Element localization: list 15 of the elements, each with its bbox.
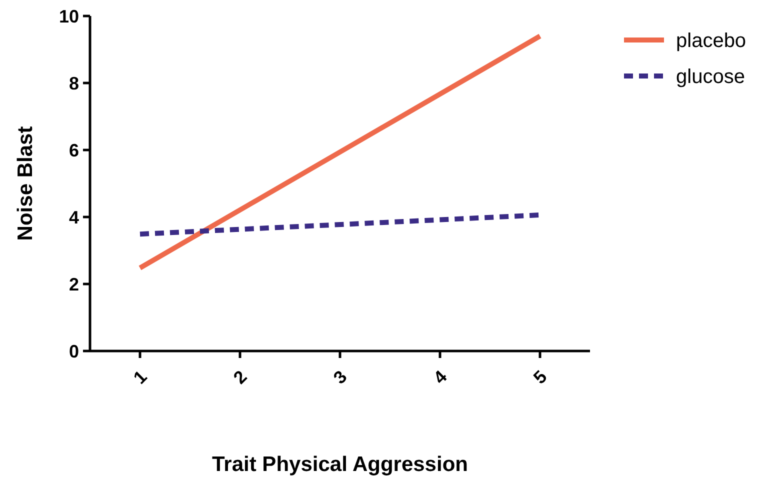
y-tick-label: 8 bbox=[68, 73, 79, 94]
x-tick-label: 1 bbox=[130, 366, 151, 388]
y-tick-label: 0 bbox=[68, 341, 79, 362]
x-tick-label: 2 bbox=[230, 366, 251, 388]
y-axis-title: Noise Blast bbox=[14, 126, 37, 241]
y-tick-label: 10 bbox=[58, 6, 79, 26]
y-tick-label: 2 bbox=[68, 274, 79, 294]
legend-label: glucose bbox=[676, 66, 745, 88]
y-tick-label: 4 bbox=[68, 207, 79, 228]
y-tick-label: 6 bbox=[68, 140, 79, 160]
x-tick-label: 3 bbox=[330, 366, 351, 388]
legend-label: placebo bbox=[676, 30, 746, 52]
x-tick-label: 5 bbox=[530, 366, 551, 388]
x-axis-title: Trait Physical Aggression bbox=[212, 453, 468, 476]
x-tick-label: 4 bbox=[430, 366, 451, 388]
